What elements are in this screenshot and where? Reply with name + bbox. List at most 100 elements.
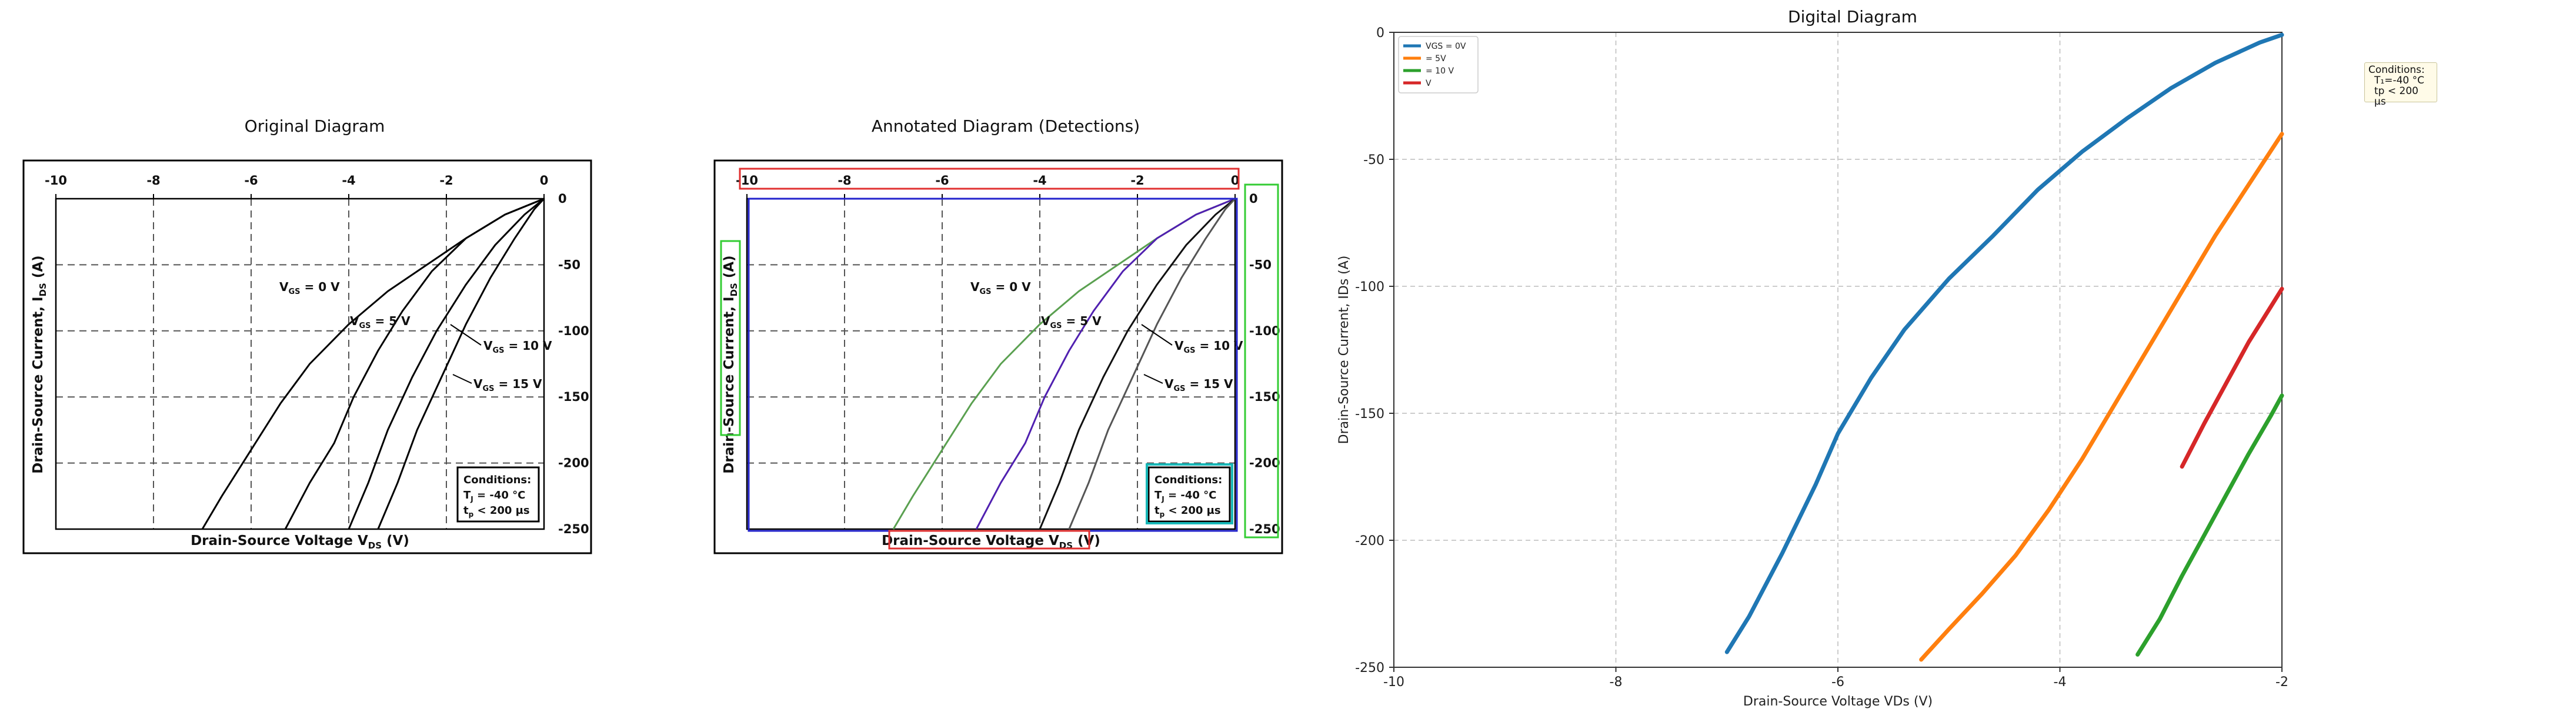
original-conditions-title: Conditions:	[463, 474, 531, 486]
digital-series-lines	[1724, 32, 2284, 662]
ann-x-tick-label: -4	[1033, 173, 1046, 188]
digital-panel-title: Digital Diagram	[1788, 7, 1917, 26]
digital-series-1	[1724, 32, 2284, 654]
digital-series-3	[2135, 393, 2284, 657]
digital-legend: VGS = 0V = 5V = 10 V V	[1398, 36, 1479, 93]
annotated-leader-vgs10	[1141, 324, 1173, 346]
ann-x-tick-label: -6	[935, 173, 949, 188]
detection-box-x-title	[888, 530, 1090, 550]
orig-y-tick-label: -250	[558, 522, 589, 536]
orig-y-tick-label: -200	[558, 456, 589, 470]
digital-grid	[1394, 32, 2282, 667]
annotated-curves	[892, 198, 1236, 530]
orig-x-tick-label: -4	[342, 173, 355, 188]
digital-x-tick-label: -10	[1383, 675, 1404, 690]
annotated-x-ticks: -10 -8 -6 -4 -2 0	[736, 173, 1239, 199]
ann-y-tick-label: -100	[1249, 324, 1280, 338]
digital-legend-label-3: = 10 V	[1426, 66, 1454, 76]
digital-x-ticks: -10 -8 -6 -4 -2	[1383, 667, 2288, 690]
original-leader-vgs15	[452, 374, 472, 384]
original-label-vgs15: VGS = 15 V	[473, 377, 542, 393]
orig-x-tick-label: -2	[439, 173, 453, 188]
annotated-label-vgs0: VGS = 0 V	[970, 280, 1031, 296]
digital-y-axis-title: Drain-Source Current, IDs (A)	[1337, 256, 1352, 444]
ann-curve-4	[1068, 198, 1236, 530]
digital-y-tick-label: -100	[1355, 280, 1384, 295]
ann-y-tick-label: -150	[1249, 390, 1280, 404]
original-panel-title: Original Diagram	[244, 116, 385, 136]
orig-y-tick-label: -150	[558, 390, 589, 404]
annotated-conditions-temp: TJ = -40 °C	[1154, 489, 1216, 503]
digital-legend-box	[1398, 36, 1479, 93]
digital-x-tick-label: -4	[2054, 675, 2067, 690]
digital-legend-label-2: = 5V	[1426, 54, 1446, 63]
digital-y-tick-label: -50	[1363, 153, 1384, 168]
digital-series-4	[2180, 286, 2284, 469]
ann-x-tick-label: -2	[1130, 173, 1144, 188]
orig-y-tick-label: -50	[558, 257, 580, 272]
original-conditions-temp: TJ = -40 °C	[463, 489, 525, 503]
orig-x-tick-label: -8	[146, 173, 160, 188]
original-curves	[201, 198, 545, 530]
original-diagram: -10 -8 -6 -4 -2 0 0 -50 -100 -150 -200 -250 Drain-…	[22, 159, 592, 554]
orig-x-tick-label: -6	[244, 173, 258, 188]
annotated-y-ticks: 0 -50 -100 -150 -200 -250	[1249, 192, 1280, 536]
orig-curve-2	[284, 198, 545, 530]
orig-curve-4	[377, 198, 545, 530]
digital-conditions-box: Conditions: T₁=-40 °C tp < 200 µs	[2364, 62, 2437, 107]
ann-y-tick-label: -50	[1249, 257, 1272, 272]
detection-box-x-ticks	[739, 168, 1240, 190]
original-plot-area	[55, 198, 545, 530]
annotated-y-axis-title: Drain-Source Current, IDS (A)	[722, 255, 739, 473]
ann-curve-3	[1039, 198, 1236, 530]
digital-legend-label-4: V	[1426, 79, 1432, 88]
ann-curve-2	[975, 198, 1236, 530]
digital-y-tick-label: -150	[1355, 407, 1384, 422]
ann-y-tick-label: -250	[1249, 522, 1280, 536]
original-label-vgs0: VGS = 0 V	[279, 280, 340, 296]
annotated-diagram: -10 -8 -6 -4 -2 0 0-50-100-150-200-250 Drain-…	[713, 159, 1283, 554]
annotated-label-vgs10: VGS = 10 V	[1174, 339, 1243, 355]
original-conditions-pulse: tp < 200 µs	[463, 504, 530, 519]
detection-box-y-title	[720, 240, 741, 436]
digital-series-2	[1919, 132, 2284, 662]
digital-legend-label-1: VGS = 0V	[1426, 42, 1466, 51]
orig-curve-3	[348, 198, 545, 530]
original-label-vgs5: VGS = 5 V	[350, 314, 411, 330]
digital-y-ticks: 0 -50 -100 -150 -200 -250	[1355, 26, 1394, 675]
ann-x-tick-label: -8	[837, 173, 851, 188]
annotated-label-vgs15: VGS = 15 V	[1164, 377, 1233, 393]
orig-x-tick-label: 0	[540, 173, 549, 188]
original-leader-vgs10	[450, 324, 482, 346]
digital-conditions-pulse: tp < 200 µs	[2374, 85, 2418, 108]
orig-y-tick-label: 0	[558, 192, 567, 206]
ann-x-tick-label: 0	[1231, 173, 1240, 188]
ann-y-tick-label: -200	[1249, 456, 1280, 470]
annotated-conditions-pulse: tp < 200 µs	[1154, 504, 1221, 519]
orig-y-tick-label: -100	[558, 324, 589, 338]
digital-conditions-temp: T₁=-40 °C	[2374, 75, 2424, 86]
digital-y-tick-label: 0	[1376, 26, 1384, 41]
original-label-vgs10: VGS = 10 V	[483, 339, 552, 355]
digital-x-tick-label: -2	[2275, 675, 2288, 690]
annotated-conditions-box	[1147, 466, 1231, 523]
digital-x-tick-label: -8	[1610, 675, 1623, 690]
orig-x-tick-label: -10	[45, 173, 67, 188]
detection-box-y-ticks	[1244, 183, 1279, 539]
digital-conditions-title: Conditions:	[2368, 64, 2425, 76]
digital-diagram: -10 -8 -6 -4 -2 0 -50 -100 -150 -200 -250 VGS = 0…	[1337, 26, 2288, 709]
original-x-ticks: -10 -8 -6 -4 -2 0	[45, 173, 548, 199]
annotated-panel-title: Annotated Diagram (Detections)	[871, 116, 1140, 136]
annotated-x-axis-title: Drain-Source Voltage VDS (V)	[882, 533, 1100, 551]
digital-x-tick-label: -6	[1831, 675, 1844, 690]
original-x-axis-title: Drain-Source Voltage VDS (V)	[191, 533, 409, 551]
detection-box-conditions	[1146, 463, 1233, 524]
original-y-ticks: 0 -50 -100 -150 -200 -250	[558, 192, 589, 536]
ann-y-tick-label: 0	[1249, 192, 1258, 206]
original-y-axis-title: Drain-Source Current, IDS (A)	[31, 255, 48, 473]
annotated-conditions-title: Conditions:	[1154, 474, 1222, 486]
digital-y-tick-label: -200	[1355, 534, 1384, 549]
digital-x-axis-title: Drain-Source Voltage VDs (V)	[1743, 694, 1933, 709]
original-conditions-box	[456, 466, 540, 523]
